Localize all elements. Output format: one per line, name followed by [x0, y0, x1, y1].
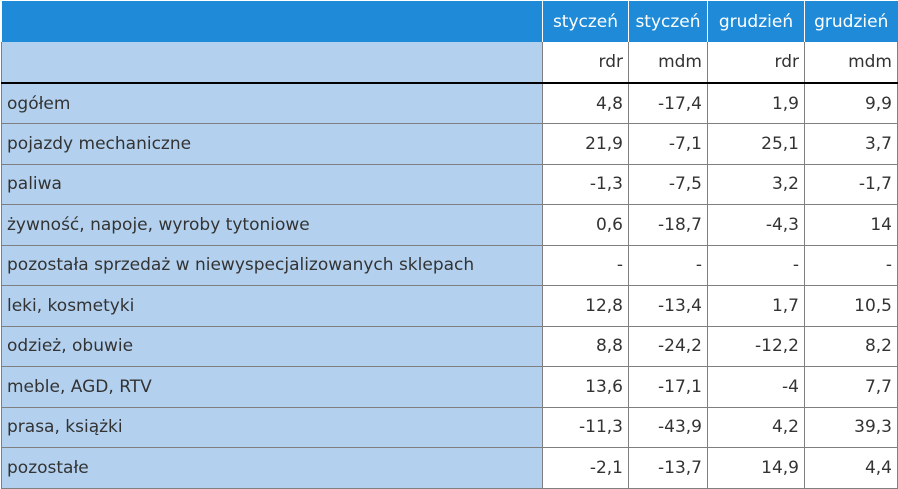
value-cell: 3,2: [707, 164, 805, 205]
value-cell: -7,5: [628, 164, 708, 205]
row-label: pozostałe: [1, 447, 543, 489]
row-label: prasa, książki: [1, 407, 543, 448]
value-cell: 4,4: [804, 447, 898, 489]
table-row: żywność, napoje, wyroby tytoniowe 0,6 -1…: [1, 204, 898, 246]
value-cell: -2,1: [542, 447, 629, 489]
value-cell: 4,2: [707, 407, 805, 448]
header-month-cell: styczeń: [542, 1, 629, 42]
table-row: leki, kosmetyki 12,8 -13,4 1,7 10,5: [1, 285, 898, 327]
header-measure-row: rdr mdm rdr mdm: [1, 42, 898, 84]
value-cell: 14: [804, 204, 898, 246]
value-cell: 13,6: [542, 366, 629, 408]
value-cell: -: [628, 245, 708, 286]
row-label: żywność, napoje, wyroby tytoniowe: [1, 204, 543, 246]
table-row: pojazdy mechaniczne 21,9 -7,1 25,1 3,7: [1, 123, 898, 165]
row-label: pozostała sprzedaż w niewyspecjalizowany…: [1, 245, 543, 286]
row-label: meble, AGD, RTV: [1, 366, 543, 408]
table-row: prasa, książki -11,3 -43,9 4,2 39,3: [1, 407, 898, 448]
value-cell: -1,7: [804, 164, 898, 205]
header-month-cell: grudzień: [707, 1, 805, 42]
value-cell: 14,9: [707, 447, 805, 489]
row-label: paliwa: [1, 164, 543, 205]
value-cell: 0,6: [542, 204, 629, 246]
row-label: leki, kosmetyki: [1, 285, 543, 327]
value-cell: -11,3: [542, 407, 629, 448]
table-row: pozostałe -2,1 -13,7 14,9 4,4: [1, 447, 898, 489]
header-measure-cell: mdm: [804, 42, 898, 84]
header-measure-cell: rdr: [542, 42, 629, 84]
row-label: odzież, obuwie: [1, 326, 543, 367]
table-row: meble, AGD, RTV 13,6 -17,1 -4 7,7: [1, 366, 898, 408]
table-row: ogółem 4,8 -17,4 1,9 9,9: [1, 83, 898, 124]
value-cell: -17,1: [628, 366, 708, 408]
value-cell: -12,2: [707, 326, 805, 367]
value-cell: -: [804, 245, 898, 286]
value-cell: 8,8: [542, 326, 629, 367]
value-cell: 9,9: [804, 83, 898, 124]
header-month-cell: styczeń: [628, 1, 708, 42]
value-cell: 12,8: [542, 285, 629, 327]
value-cell: -17,4: [628, 83, 708, 124]
header-measure-cell: mdm: [628, 42, 708, 84]
table-row: paliwa -1,3 -7,5 3,2 -1,7: [1, 164, 898, 205]
value-cell: -13,4: [628, 285, 708, 327]
header-corner-cell: [1, 1, 543, 42]
value-cell: -1,3: [542, 164, 629, 205]
value-cell: -: [707, 245, 805, 286]
table-row: odzież, obuwie 8,8 -24,2 -12,2 8,2: [1, 326, 898, 367]
value-cell: -43,9: [628, 407, 708, 448]
header-month-row: styczeń styczeń grudzień grudzień: [1, 1, 898, 42]
value-cell: -: [542, 245, 629, 286]
row-label: pojazdy mechaniczne: [1, 123, 543, 165]
table-row: pozostała sprzedaż w niewyspecjalizowany…: [1, 245, 898, 286]
value-cell: -18,7: [628, 204, 708, 246]
value-cell: -24,2: [628, 326, 708, 367]
value-cell: 3,7: [804, 123, 898, 165]
value-cell: 4,8: [542, 83, 629, 124]
value-cell: -4,3: [707, 204, 805, 246]
value-cell: 25,1: [707, 123, 805, 165]
value-cell: 1,7: [707, 285, 805, 327]
value-cell: -13,7: [628, 447, 708, 489]
header-month-cell: grudzień: [804, 1, 898, 42]
value-cell: 7,7: [804, 366, 898, 408]
value-cell: -4: [707, 366, 805, 408]
value-cell: 1,9: [707, 83, 805, 124]
value-cell: 8,2: [804, 326, 898, 367]
value-cell: -7,1: [628, 123, 708, 165]
header-measure-cell: rdr: [707, 42, 805, 84]
value-cell: 39,3: [804, 407, 898, 448]
value-cell: 21,9: [542, 123, 629, 165]
value-cell: 10,5: [804, 285, 898, 327]
row-label: ogółem: [1, 83, 543, 124]
header-measure-corner: [1, 42, 543, 84]
